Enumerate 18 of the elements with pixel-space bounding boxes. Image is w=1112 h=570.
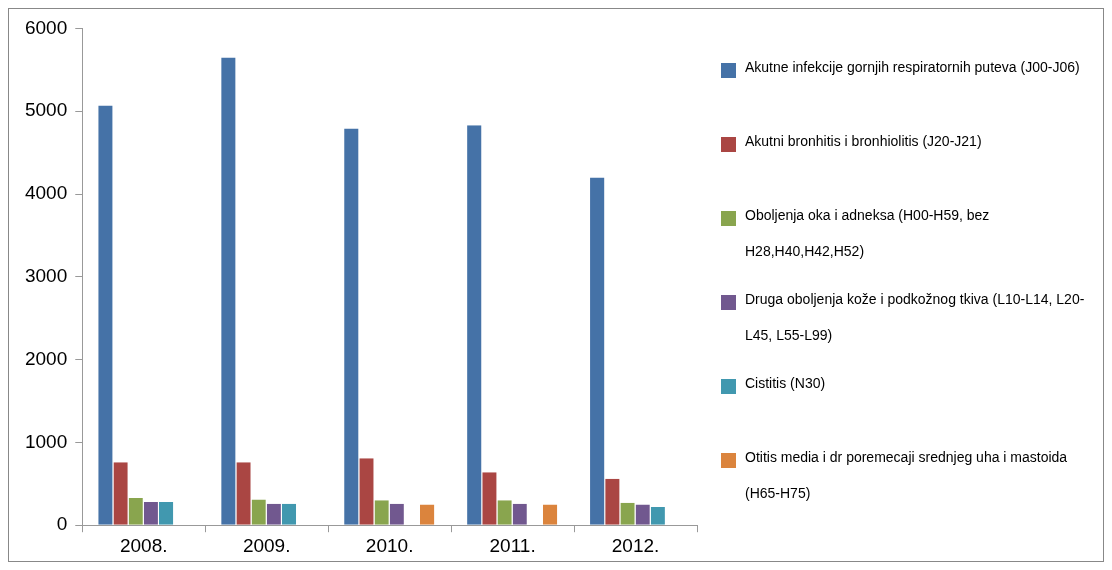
legend-label: Akutni bronhitis i bronhiolitis (J20-J21) [745, 132, 982, 151]
x-tick-label: 2011. [489, 534, 536, 556]
y-tick-label: 0 [56, 513, 68, 535]
x-tick-label: 2012. [611, 534, 660, 556]
text: Druga oboljenja kože i podkožnog tkiva (L10-L14, L20-L45, L55-L99) [745, 291, 1085, 343]
y-tick-label: 1000 [24, 430, 68, 452]
legend-label: Cistitis (N30) [745, 374, 826, 393]
y-tick-label: 3000 [24, 265, 68, 287]
text: Otitis media i dr poremecaji srednjeg uha i mastoida (H65-H75) [745, 449, 1068, 501]
text: Oboljenja oka i adneksa (H00-H59, bez H28,H40,H42,H52) [745, 207, 990, 259]
y-tick-label: 5000 [24, 99, 68, 121]
x-tick-label: 2010. [365, 534, 414, 556]
legend-label: Akutne infekcije gornjih respiratornih puteva (J00-J06) [745, 58, 1080, 77]
y-tick-label: 2000 [24, 347, 68, 369]
x-tick-label: 2008. [119, 534, 168, 556]
x-tick-label: 2009. [242, 534, 291, 556]
y-tick-label: 6000 [24, 16, 68, 38]
y-tick-label: 4000 [24, 182, 68, 204]
